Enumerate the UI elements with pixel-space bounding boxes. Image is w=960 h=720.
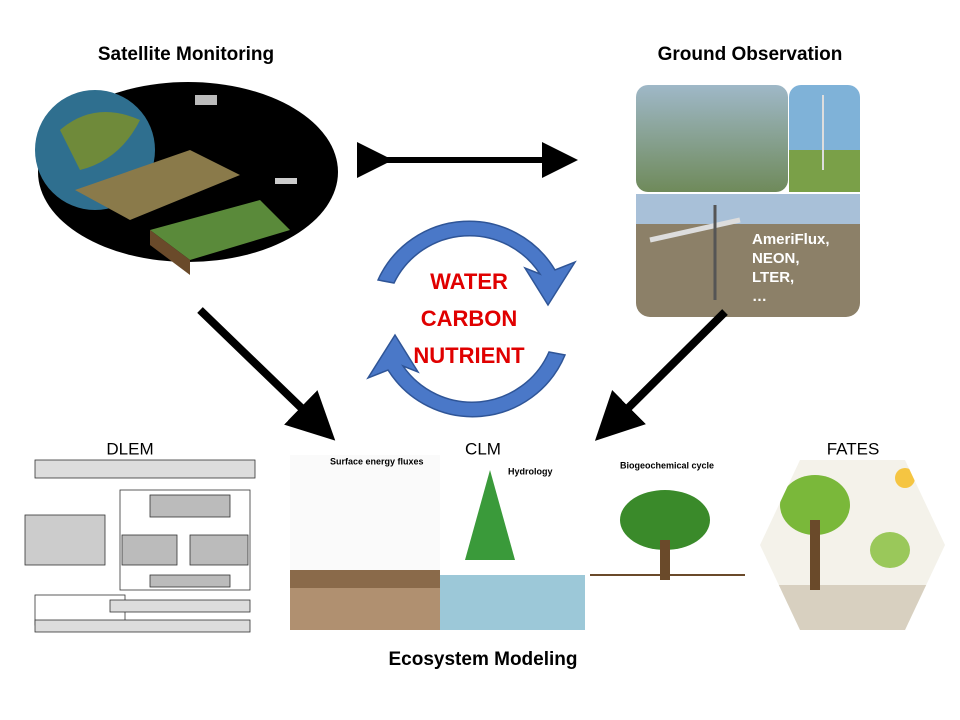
footer: Ecosystem Modeling xyxy=(389,649,578,670)
panel-title: Biogeochemical cycle xyxy=(620,460,714,470)
cycle-label: NUTRIENT xyxy=(413,343,525,368)
arrow xyxy=(594,309,728,441)
cycle-arrows xyxy=(366,220,577,418)
model-label: DLEM xyxy=(106,439,153,458)
panel-title: Surface energy fluxes xyxy=(330,456,424,466)
heading: Ground Observation xyxy=(658,44,843,65)
heading: Satellite Monitoring xyxy=(98,44,274,65)
network-label: LTER, xyxy=(752,269,794,286)
model-label: CLM xyxy=(465,439,501,458)
panel-title: Hydrology xyxy=(508,466,553,476)
ground-photos: AmeriFlux, NEON, LTER, … xyxy=(636,85,860,317)
arrow xyxy=(197,307,336,441)
network-label: AmeriFlux, xyxy=(752,231,830,248)
cycle-label: WATER xyxy=(430,269,508,294)
dlem-schematic xyxy=(24,459,256,633)
clm-schematic: Surface energy fluxes Hydrology Biogeoch… xyxy=(290,455,750,630)
model-label: FATES xyxy=(827,439,880,458)
network-label: NEON, xyxy=(752,250,800,267)
fates-schematic xyxy=(760,460,945,630)
cycle-label: CARBON xyxy=(421,306,518,331)
network-label: … xyxy=(752,288,767,305)
satellite-image xyxy=(35,82,338,275)
